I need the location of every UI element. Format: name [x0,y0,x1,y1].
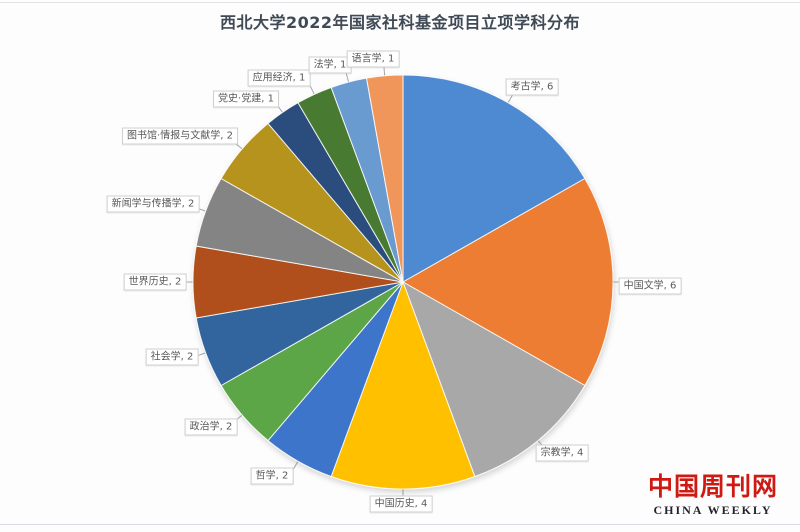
data-label-13: 语言学, 1 [346,50,400,68]
data-label-5: 政治学, 2 [184,418,238,436]
pie-slice-0 [402,74,586,283]
data-label-3: 中国历史, 4 [369,495,433,513]
logo-cn-text: 中国周刊网 [647,474,778,501]
chart-title: 西北大学2022年国家社科基金项目立项学科分布 [219,13,581,32]
pie-slice-3 [330,280,476,490]
data-label-12: 法学, 1 [308,56,352,74]
data-label-6: 社会学, 2 [145,348,199,366]
bottom-divider [0,524,800,525]
data-label-4: 哲学, 2 [250,467,294,485]
data-label-7: 世界历史, 2 [123,273,187,291]
top-divider [0,2,800,3]
data-label-10: 党史·党建, 1 [213,90,279,108]
pie-slice-13 [365,74,404,283]
data-label-0: 考古学, 6 [505,78,559,96]
pie-slices [192,74,614,490]
data-label-9: 图书馆·情报与文献学, 2 [122,127,238,145]
pie-slice-1 [401,177,614,387]
logo-en-text: CHINA WEEKLY [653,503,773,517]
data-label-8: 新闻学与传播学, 2 [106,195,200,213]
data-label-1: 中国文学, 6 [618,277,682,295]
data-label-2: 宗教学, 4 [535,444,589,462]
data-label-11: 应用经济, 1 [247,69,311,87]
pie-slice-2 [402,280,586,478]
china-weekly-logo[interactable]: 中国周刊网 CHINA WEEKLY [638,474,788,517]
